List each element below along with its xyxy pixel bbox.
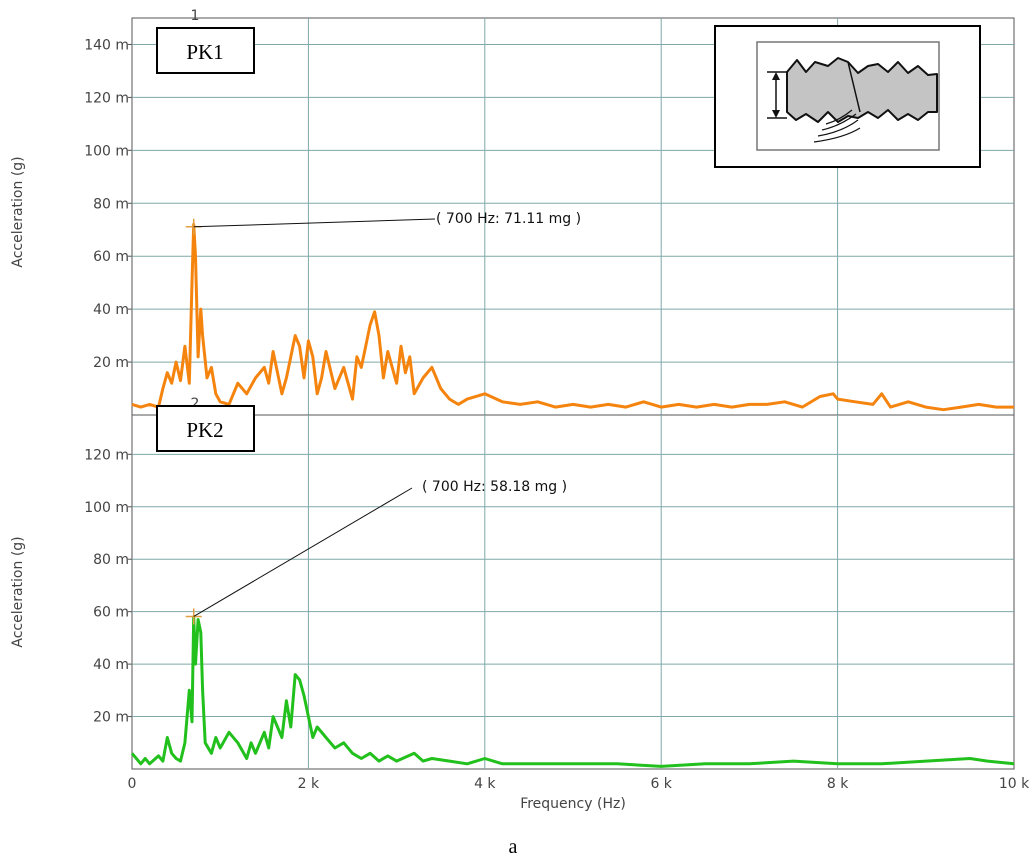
- peak-leader-line: [193, 218, 436, 228]
- grid-pk2: [132, 415, 1014, 769]
- y-tick-label: 120 m: [84, 90, 129, 106]
- y-tick-label: 40 m: [93, 302, 129, 318]
- box-label-pk2: PK2: [186, 418, 223, 442]
- y-tick-label: 40 m: [93, 657, 129, 673]
- y-tick-label: 60 m: [93, 249, 129, 265]
- series-line-pk2: [130, 615, 1015, 768]
- label-box-pk2: [156, 405, 255, 452]
- y-tick-label: 80 m: [93, 552, 129, 568]
- y-tick-label: 100 m: [84, 500, 129, 516]
- y-axis-label-pk1: Acceleration (g): [10, 156, 26, 267]
- x-axis-label: Frequency (Hz): [520, 796, 626, 812]
- y-tick-labels-pk2: 20 m 40 m 60 m 80 m 100 m 120 m: [84, 447, 132, 726]
- panel-number-1: 1: [191, 8, 200, 24]
- y-tick-label: 60 m: [93, 605, 129, 621]
- panel-number-2: 2: [191, 396, 200, 412]
- panel-pk2: 20 m 40 m 60 m 80 m 100 m 120 m 0 2 k 4 k 6 k 8 k…: [10, 396, 1030, 812]
- peak-annotation-pk1: ( 700 Hz: 71.11 mg ): [436, 211, 581, 227]
- peak-marker-pk1: [185, 218, 436, 235]
- y-tick-label: 120 m: [84, 447, 129, 463]
- y-axis-label-pk2: Acceleration (g): [10, 536, 26, 647]
- y-tick-label: 80 m: [93, 196, 129, 212]
- plot-frame-pk2: [131, 414, 1015, 770]
- series-line-pk1: [131, 222, 1014, 412]
- x-tick-label: 4 k: [474, 776, 496, 792]
- y-tick-label: 140 m: [84, 37, 129, 53]
- x-tick-label: 8 k: [827, 776, 849, 792]
- x-tick-labels: 0 2 k 4 k 6 k 8 k 10 k: [128, 776, 1031, 792]
- label-box-pk1: [156, 27, 255, 74]
- y-tick-label: 100 m: [84, 143, 129, 159]
- peak-leader-line: [193, 487, 413, 617]
- box-label-pk1: PK1: [186, 40, 223, 64]
- x-tick-label: 6 k: [650, 776, 672, 792]
- y-tick-label: 20 m: [93, 355, 129, 371]
- peak-marker-pk2: [185, 487, 413, 625]
- figure-caption: a: [509, 836, 518, 858]
- x-tick-label: 2 k: [298, 776, 320, 792]
- y-tick-label: 20 m: [93, 710, 129, 726]
- crack-wave-icon: [714, 25, 981, 168]
- peak-annotation-pk2: ( 700 Hz: 58.18 mg ): [422, 479, 567, 495]
- x-tick-label: 0: [128, 776, 137, 792]
- x-tick-label: 10 k: [999, 776, 1030, 792]
- y-tick-labels-pk1: 20 m 40 m 60 m 80 m 100 m 120 m 140 m: [84, 37, 132, 371]
